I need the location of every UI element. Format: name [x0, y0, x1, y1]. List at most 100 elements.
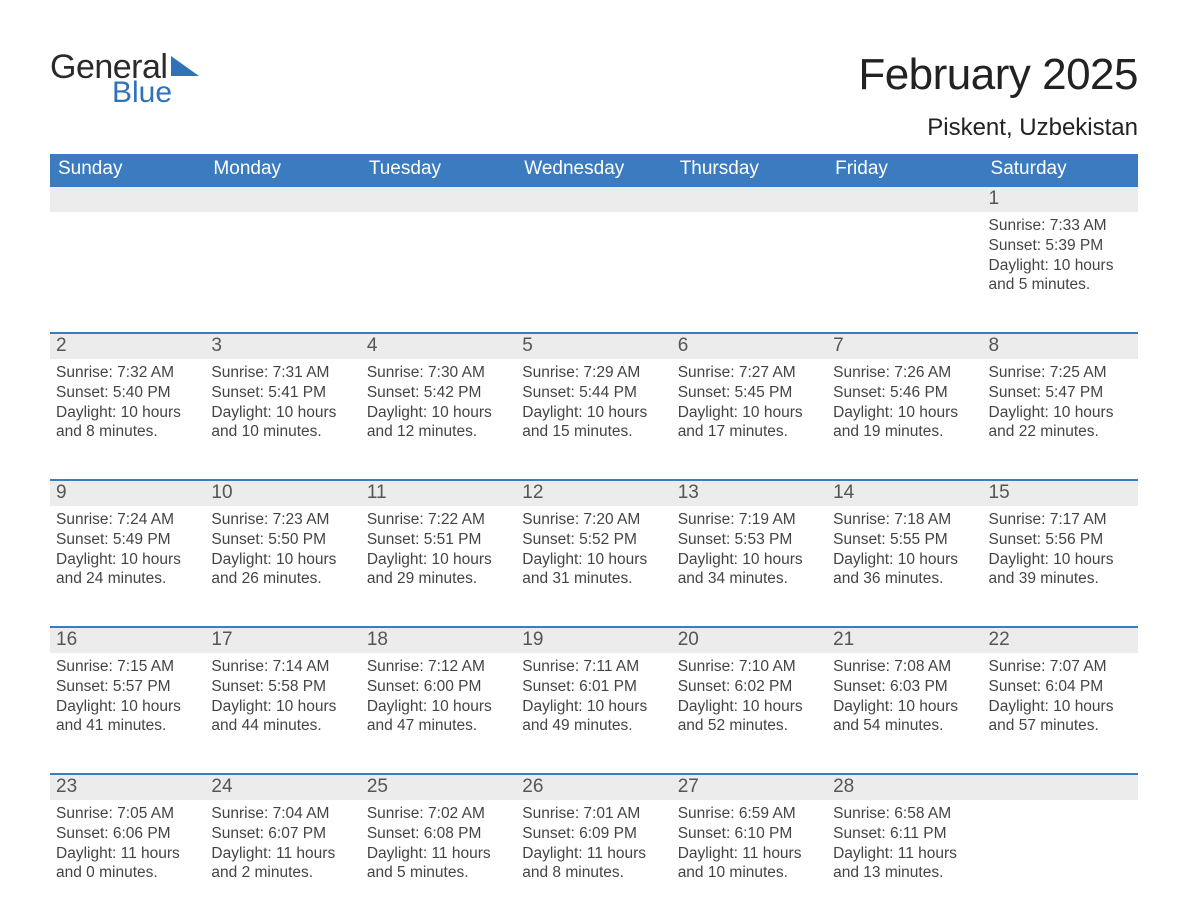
weekday-header: Thursday — [672, 154, 827, 186]
sunrise-line: Sunrise: 7:20 AM — [522, 510, 665, 530]
sunrise-line: Sunrise: 7:08 AM — [833, 657, 976, 677]
sunset-line: Sunset: 6:01 PM — [522, 677, 665, 697]
day-cell: 27Sunrise: 6:59 AMSunset: 6:10 PMDayligh… — [672, 774, 827, 920]
day-cell: 23Sunrise: 7:05 AMSunset: 6:06 PMDayligh… — [50, 774, 205, 920]
day-details: Sunrise: 7:14 AMSunset: 5:58 PMDaylight:… — [205, 653, 360, 773]
day-number: 10 — [205, 481, 360, 506]
day-number — [672, 187, 827, 212]
daylight-line: Daylight: 10 hours and 44 minutes. — [211, 697, 354, 737]
sunset-line: Sunset: 5:50 PM — [211, 530, 354, 550]
daylight-line: Daylight: 10 hours and 5 minutes. — [989, 256, 1132, 296]
day-number: 12 — [516, 481, 671, 506]
day-details — [50, 212, 205, 332]
day-number: 25 — [361, 775, 516, 800]
day-cell: 13Sunrise: 7:19 AMSunset: 5:53 PMDayligh… — [672, 480, 827, 627]
calendar-body: 1Sunrise: 7:33 AMSunset: 5:39 PMDaylight… — [50, 186, 1138, 920]
day-cell: 5Sunrise: 7:29 AMSunset: 5:44 PMDaylight… — [516, 333, 671, 480]
day-number: 17 — [205, 628, 360, 653]
weekday-header: Saturday — [983, 154, 1138, 186]
daylight-line: Daylight: 10 hours and 17 minutes. — [678, 403, 821, 443]
daylight-line: Daylight: 10 hours and 41 minutes. — [56, 697, 199, 737]
day-number — [205, 187, 360, 212]
empty-cell — [983, 774, 1138, 920]
day-details — [983, 800, 1138, 920]
day-number: 13 — [672, 481, 827, 506]
day-cell: 10 Sunrise: 7:23 AMSunset: 5:50 PMDayligh… — [205, 480, 360, 627]
daylight-line: Daylight: 11 hours and 5 minutes. — [367, 844, 510, 884]
empty-cell — [672, 186, 827, 333]
day-details: Sunrise: 6:58 AMSunset: 6:11 PMDaylight:… — [827, 800, 982, 920]
sunset-line: Sunset: 5:51 PM — [367, 530, 510, 550]
location-label: Piskent, Uzbekistan — [858, 114, 1138, 142]
weekday-header-row: SundayMondayTuesdayWednesdayThursdayFrid… — [50, 154, 1138, 186]
sunrise-line: Sunrise: 7:22 AM — [367, 510, 510, 530]
sunrise-line: Sunrise: 7:15 AM — [56, 657, 199, 677]
sunrise-line: Sunrise: 7:04 AM — [211, 804, 354, 824]
sunrise-line: Sunrise: 7:24 AM — [56, 510, 199, 530]
day-details: Sunrise: 7:27 AMSunset: 5:45 PMDaylight:… — [672, 359, 827, 479]
week-row: 23Sunrise: 7:05 AMSunset: 6:06 PMDayligh… — [50, 774, 1138, 920]
day-number: 6 — [672, 334, 827, 359]
day-cell: 26Sunrise: 7:01 AMSunset: 6:09 PMDayligh… — [516, 774, 671, 920]
sunset-line: Sunset: 6:00 PM — [367, 677, 510, 697]
day-details: Sunrise: 7:02 AMSunset: 6:08 PMDaylight:… — [361, 800, 516, 920]
day-details: Sunrise: 7:17 AMSunset: 5:56 PMDaylight:… — [983, 506, 1138, 626]
day-details — [516, 212, 671, 332]
sunset-line: Sunset: 5:57 PM — [56, 677, 199, 697]
daylight-line: Daylight: 10 hours and 54 minutes. — [833, 697, 976, 737]
sunrise-line: Sunrise: 7:25 AM — [989, 363, 1132, 383]
day-number: 19 — [516, 628, 671, 653]
day-cell: 20Sunrise: 7:10 AMSunset: 6:02 PMDayligh… — [672, 627, 827, 774]
sunrise-line: Sunrise: 7:27 AM — [678, 363, 821, 383]
day-details: Sunrise: 7:08 AMSunset: 6:03 PMDaylight:… — [827, 653, 982, 773]
sunset-line: Sunset: 5:56 PM — [989, 530, 1132, 550]
daylight-line: Daylight: 10 hours and 19 minutes. — [833, 403, 976, 443]
daylight-line: Daylight: 10 hours and 22 minutes. — [989, 403, 1132, 443]
day-details: Sunrise: 7:31 AMSunset: 5:41 PMDaylight:… — [205, 359, 360, 479]
day-cell: 7Sunrise: 7:26 AMSunset: 5:46 PMDaylight… — [827, 333, 982, 480]
empty-cell — [516, 186, 671, 333]
day-details: Sunrise: 7:11 AMSunset: 6:01 PMDaylight:… — [516, 653, 671, 773]
sunset-line: Sunset: 6:06 PM — [56, 824, 199, 844]
day-number: 28 — [827, 775, 982, 800]
sunrise-line: Sunrise: 7:19 AM — [678, 510, 821, 530]
sunset-line: Sunset: 5:39 PM — [989, 236, 1132, 256]
daylight-line: Daylight: 10 hours and 52 minutes. — [678, 697, 821, 737]
daylight-line: Daylight: 10 hours and 26 minutes. — [211, 550, 354, 590]
day-number: 11 — [361, 481, 516, 506]
daylight-line: Daylight: 11 hours and 2 minutes. — [211, 844, 354, 884]
week-row: 1Sunrise: 7:33 AMSunset: 5:39 PMDaylight… — [50, 186, 1138, 333]
day-number: 22 — [983, 628, 1138, 653]
day-details: Sunrise: 7:04 AMSunset: 6:07 PMDaylight:… — [205, 800, 360, 920]
day-number: 23 — [50, 775, 205, 800]
sunset-line: Sunset: 5:46 PM — [833, 383, 976, 403]
day-details — [827, 212, 982, 332]
sunrise-line: Sunrise: 7:23 AM — [211, 510, 354, 530]
sunset-line: Sunset: 6:02 PM — [678, 677, 821, 697]
sunrise-line: Sunrise: 7:14 AM — [211, 657, 354, 677]
sunset-line: Sunset: 6:04 PM — [989, 677, 1132, 697]
brand-word-2: Blue — [112, 78, 199, 108]
day-cell: 3Sunrise: 7:31 AMSunset: 5:41 PMDaylight… — [205, 333, 360, 480]
day-details: Sunrise: 7:25 AMSunset: 5:47 PMDaylight:… — [983, 359, 1138, 479]
day-number: 3 — [205, 334, 360, 359]
sunrise-line: Sunrise: 6:59 AM — [678, 804, 821, 824]
day-details: Sunrise: 7:20 AMSunset: 5:52 PMDaylight:… — [516, 506, 671, 626]
empty-cell — [361, 186, 516, 333]
sunrise-line: Sunrise: 7:29 AM — [522, 363, 665, 383]
daylight-line: Daylight: 11 hours and 13 minutes. — [833, 844, 976, 884]
daylight-line: Daylight: 10 hours and 12 minutes. — [367, 403, 510, 443]
calendar-header: SundayMondayTuesdayWednesdayThursdayFrid… — [50, 154, 1138, 186]
day-details: Sunrise: 7:01 AMSunset: 6:09 PMDaylight:… — [516, 800, 671, 920]
weekday-header: Friday — [827, 154, 982, 186]
week-row: 2Sunrise: 7:32 AMSunset: 5:40 PMDaylight… — [50, 333, 1138, 480]
sunrise-line: Sunrise: 7:12 AM — [367, 657, 510, 677]
sunset-line: Sunset: 5:45 PM — [678, 383, 821, 403]
day-number — [983, 775, 1138, 800]
sunset-line: Sunset: 6:11 PM — [833, 824, 976, 844]
day-cell: 17Sunrise: 7:14 AMSunset: 5:58 PMDayligh… — [205, 627, 360, 774]
daylight-line: Daylight: 10 hours and 31 minutes. — [522, 550, 665, 590]
weekday-header: Tuesday — [361, 154, 516, 186]
sunset-line: Sunset: 5:40 PM — [56, 383, 199, 403]
daylight-line: Daylight: 10 hours and 49 minutes. — [522, 697, 665, 737]
